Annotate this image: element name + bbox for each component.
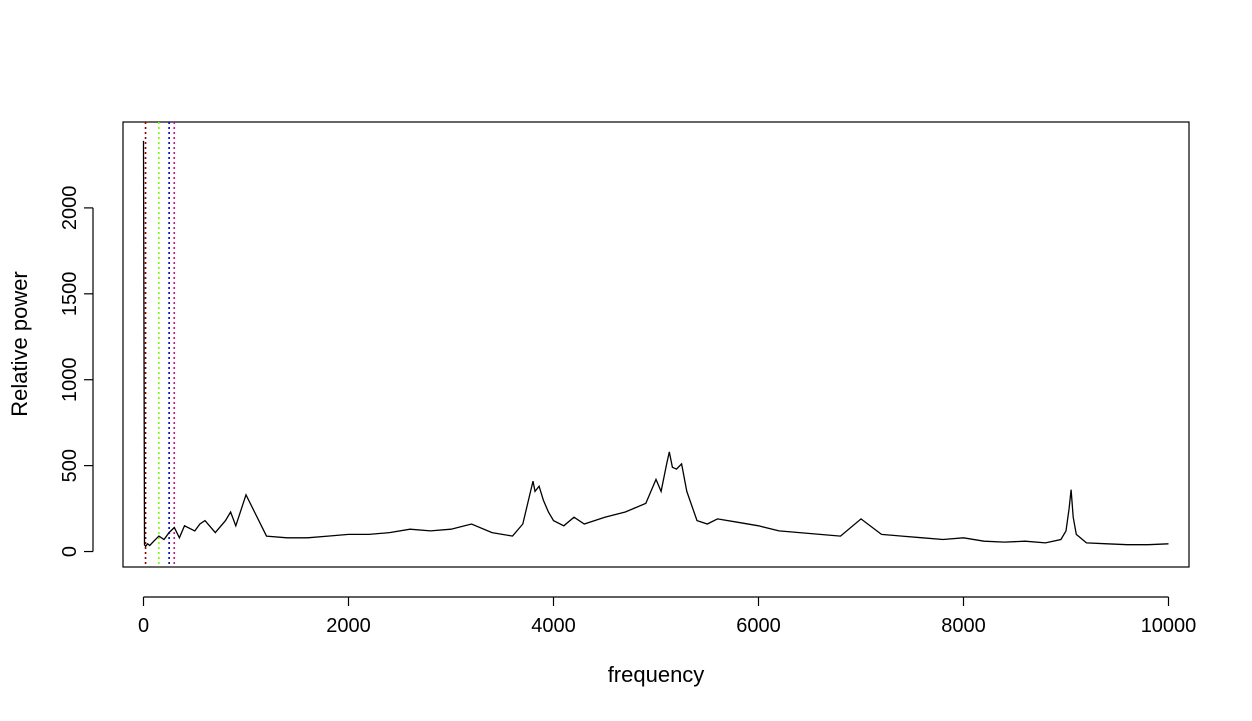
- x-axis: 0 2000 4000 6000 8000 10000: [138, 596, 1197, 637]
- y-axis-title: Relative power: [7, 271, 32, 417]
- plot-frame: [122, 121, 1190, 568]
- y-axis: 0 500 1000 1500 2000: [59, 186, 94, 557]
- x-tick-label: 0: [138, 615, 149, 637]
- y-tick-label: 0: [59, 546, 81, 557]
- x-tick-label: 4000: [531, 615, 576, 637]
- x-tick-label: 8000: [941, 615, 986, 637]
- x-tick-label: 10000: [1141, 615, 1197, 637]
- x-tick-label: 6000: [736, 615, 781, 637]
- y-tick-label: 500: [59, 449, 81, 482]
- plot-area: [142, 122, 1169, 567]
- y-tick-label: 1500: [59, 272, 81, 317]
- spectrum-series-line: [142, 140, 1169, 548]
- y-tick-label: 2000: [59, 186, 81, 231]
- x-tick-label: 2000: [326, 615, 371, 637]
- y-tick-label: 1000: [59, 357, 81, 402]
- x-axis-title: frequency: [608, 662, 705, 687]
